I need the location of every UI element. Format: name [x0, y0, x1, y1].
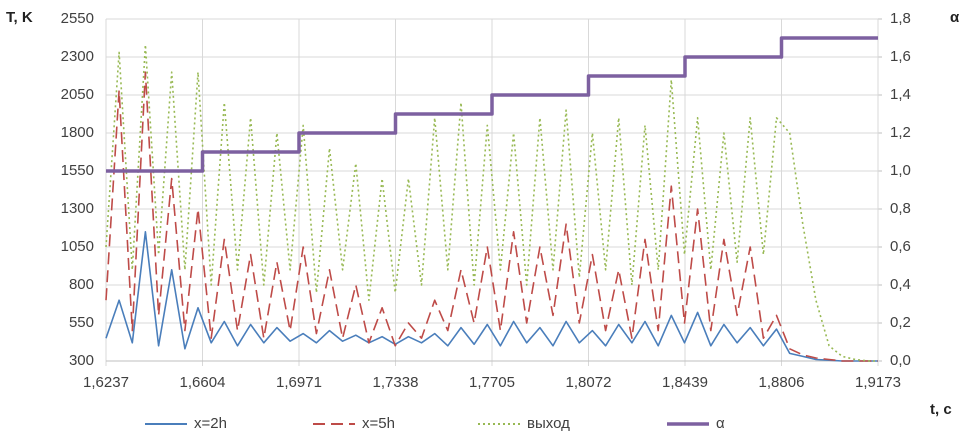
y2-tick-label: 0,4: [890, 276, 911, 293]
y2-tick-label: 1,0: [890, 162, 911, 179]
y-tick-label: 1550: [61, 162, 94, 179]
x-tick-label: 1,8072: [566, 374, 612, 391]
legend-label: x=5h: [362, 415, 395, 432]
y2-tick-label: 1,2: [890, 124, 911, 141]
y2-tick-label: 1,4: [890, 86, 911, 103]
y-tick-label: 550: [69, 314, 94, 331]
x-tick-label: 1,6971: [276, 374, 322, 391]
y2-tick-label: 0,0: [890, 352, 911, 369]
series-line: [106, 36, 878, 173]
x-tick-label: 1,8439: [662, 374, 708, 391]
x-tick-label: 1,6604: [180, 374, 226, 391]
y2-tick-label: 1,6: [890, 48, 911, 65]
x-tick-label: 1,7338: [373, 374, 419, 391]
y-axis-label: T, K: [6, 9, 33, 26]
x-tick-label: 1,8806: [759, 374, 805, 391]
x-axis-label: t, c: [930, 401, 952, 418]
y-tick-label: 2050: [61, 86, 94, 103]
y2-tick-label: 0,6: [890, 238, 911, 255]
y2-axis-label: α: [950, 9, 960, 26]
y2-tick-label: 0,8: [890, 200, 911, 217]
y-tick-label: 1800: [61, 124, 94, 141]
y2-tick-label: 1,8: [890, 10, 911, 27]
x-tick-label: 1,6237: [83, 374, 129, 391]
x-tick-label: 1,9173: [855, 374, 901, 391]
y-tick-label: 1300: [61, 200, 94, 217]
x-tick-label: 1,7705: [469, 374, 515, 391]
series-line: [105, 71, 878, 362]
y-tick-label: 2550: [61, 10, 94, 27]
legend-label: x=2h: [194, 415, 227, 432]
y-tick-label: 2300: [61, 48, 94, 65]
y-tick-label: 300: [69, 352, 94, 369]
series-line: [105, 231, 878, 362]
y-tick-label: 800: [69, 276, 94, 293]
y2-tick-label: 0,2: [890, 314, 911, 331]
legend-label: выход: [527, 415, 570, 432]
y-tick-label: 1050: [61, 238, 94, 255]
legend-label: α: [716, 415, 725, 432]
